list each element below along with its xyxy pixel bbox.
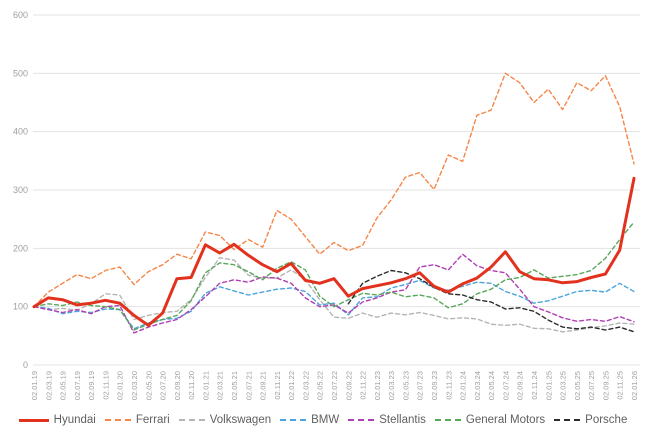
- y-axis-tick-label: 300: [13, 185, 28, 195]
- legend-item-ferrari[interactable]: Ferrari: [104, 414, 170, 426]
- x-axis-tick-label: 02.11.21: [273, 371, 282, 400]
- x-axis-tick-label: 02.03.22: [301, 371, 310, 400]
- x-axis-tick-label: 02.09.19: [87, 371, 96, 400]
- legend-swatch-bmw: [280, 419, 307, 421]
- x-axis-tick-label: 02.05.20: [144, 371, 153, 400]
- legend-item-general-motors[interactable]: General Motors: [434, 414, 546, 426]
- legend-label: Volkswagen: [209, 414, 272, 426]
- x-axis-tick-label: 02.07.20: [159, 371, 168, 400]
- x-axis-tick-label: 02.03.20: [130, 371, 139, 400]
- x-axis-tick-label: 02.11.19: [101, 371, 110, 400]
- series-line-volkswagen: [33, 257, 635, 333]
- x-axis-tick-label: 02.01.19: [30, 371, 39, 400]
- legend-item-hyundai[interactable]: Hyundai: [18, 414, 96, 426]
- y-axis-tick-label: 100: [13, 302, 28, 312]
- x-axis-tick-label: 02.01.21: [201, 371, 210, 400]
- series-line-ferrari: [33, 72, 635, 308]
- x-axis-tick-label: 02.03.25: [559, 371, 568, 400]
- y-axis-tick-label: 600: [13, 10, 28, 20]
- x-axis-tick-label: 02.07.25: [587, 371, 596, 400]
- legend-swatch-stellantis: [348, 419, 375, 421]
- x-axis-tick-label: 02.11.22: [359, 371, 368, 400]
- y-axis-tick-label: 400: [13, 127, 28, 137]
- x-axis-tick-label: 02.09.23: [430, 371, 439, 400]
- x-axis-tick-label: 02.05.24: [487, 371, 496, 400]
- x-axis-tick-label: 02.05.22: [316, 371, 325, 400]
- x-axis-tick-label: 02.07.21: [244, 371, 253, 400]
- x-axis-tick-label: 02.01.23: [373, 371, 382, 400]
- x-axis-tick-label: 02.09.20: [173, 371, 182, 400]
- x-axis-tick-label: 02.07.22: [330, 371, 339, 400]
- legend-item-stellantis[interactable]: Stellantis: [348, 414, 426, 426]
- y-axis-tick-label: 0: [23, 360, 28, 370]
- legend-label: Porsche: [585, 414, 628, 426]
- series-line-hyundai: [32, 176, 636, 327]
- x-axis-tick-label: 02.11.25: [616, 371, 625, 400]
- series-line-bmw: [33, 279, 635, 330]
- x-axis-tick-label: 02.11.20: [187, 371, 196, 400]
- legend-label: Stellantis: [379, 414, 426, 426]
- x-axis-tick-label: 02.03.21: [216, 371, 225, 400]
- series-line-general-motors: [33, 221, 635, 331]
- x-axis-tick-label: 02.09.24: [516, 371, 525, 400]
- legend-item-volkswagen[interactable]: Volkswagen: [178, 414, 272, 426]
- x-axis-tick-label: 02.05.19: [59, 371, 68, 400]
- x-axis-tick-label: 02.01.22: [287, 371, 296, 400]
- x-axis-tick-label: 02.03.24: [473, 371, 482, 400]
- chart-legend: Hyundai Ferrari Volkswagen BMW Stellantis Gen…: [0, 407, 646, 433]
- legend-swatch-hyundai: [18, 418, 49, 422]
- x-axis-tick-label: 02.09.21: [259, 371, 268, 400]
- legend-label: BMW: [311, 414, 340, 426]
- legend-item-porsche[interactable]: Porsche: [554, 414, 627, 426]
- x-axis-tick-label: 02.01.25: [544, 371, 553, 400]
- x-axis-tick-label: 02.01.20: [116, 371, 125, 400]
- legend-swatch-ferrari: [104, 419, 131, 421]
- legend-label: General Motors: [465, 414, 546, 426]
- legend-swatch-volkswagen: [178, 419, 205, 421]
- y-axis-tick-label: 500: [13, 68, 28, 78]
- x-axis-tick-label: 02.07.24: [501, 371, 510, 400]
- y-axis-tick-label: 200: [13, 243, 28, 253]
- series-line-porsche: [347, 269, 635, 333]
- legend-item-bmw[interactable]: BMW: [280, 414, 339, 426]
- x-axis-tick-label: 02.07.23: [416, 371, 425, 400]
- x-axis-tick-label: 02.05.23: [401, 371, 410, 400]
- legend-label: Ferrari: [135, 414, 170, 426]
- legend-swatch-porsche: [554, 419, 581, 421]
- legend-swatch-general-motors: [434, 419, 461, 421]
- x-axis-tick-label: 02.05.21: [230, 371, 239, 400]
- x-axis-tick-label: 02.01.24: [459, 371, 468, 400]
- x-axis-tick-label: 02.05.25: [573, 371, 582, 400]
- x-axis-tick-label: 02.03.23: [387, 371, 396, 400]
- x-axis-tick-label: 02.11.23: [444, 371, 453, 400]
- x-axis-tick-label: 02.09.22: [344, 371, 353, 400]
- series-line-stellantis: [33, 253, 635, 334]
- x-axis-tick-label: 02.01.26: [630, 371, 639, 400]
- x-axis-tick-label: 02.03.19: [44, 371, 53, 400]
- legend-label: Hyundai: [53, 414, 96, 426]
- x-axis-tick-label: 02.09.25: [601, 371, 610, 400]
- x-axis-tick-label: 02.11.24: [530, 371, 539, 400]
- x-axis-tick-label: 02.07.19: [73, 371, 82, 400]
